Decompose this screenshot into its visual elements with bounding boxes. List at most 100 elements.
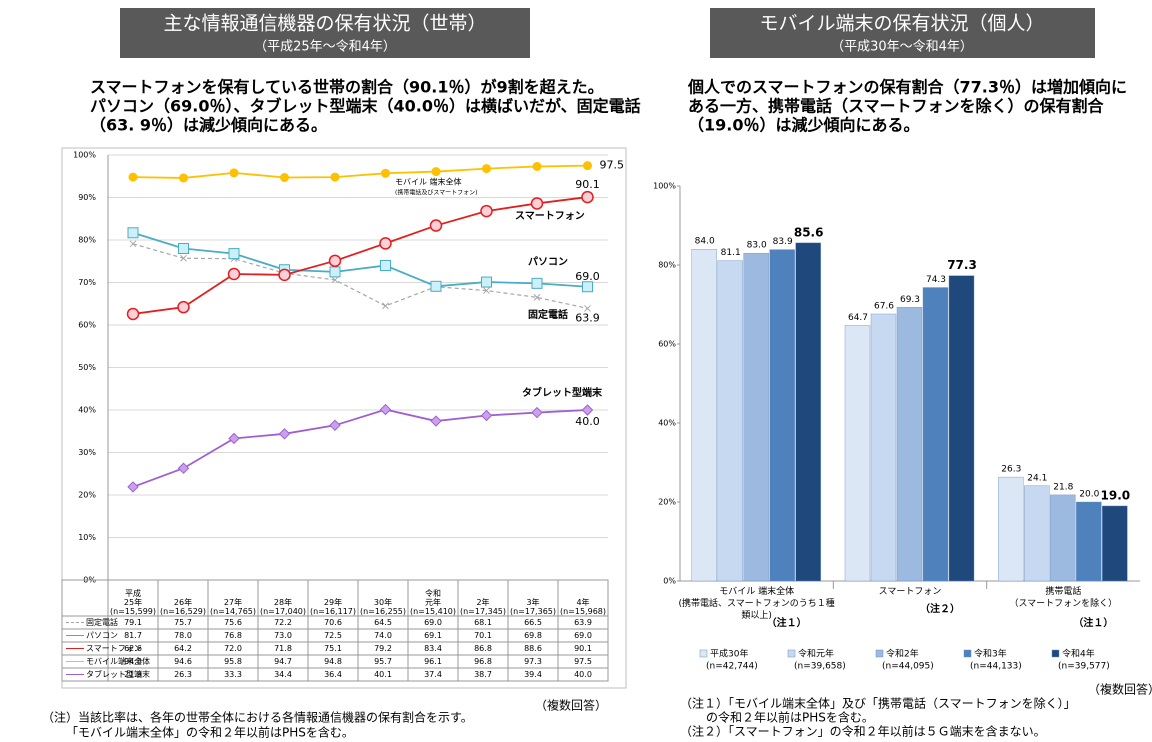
marker (583, 161, 592, 171)
chart-frame (61, 147, 627, 689)
bar (948, 275, 975, 582)
marker (582, 281, 593, 293)
note: （複数回答） (1088, 682, 1152, 697)
table-cell: 88.6 (524, 644, 542, 653)
legend-label: 令和2年 (886, 648, 919, 660)
summary-line: ある一方、携帯電話（スマートフォンを除く）の保有割合 (688, 97, 1105, 116)
value-label: 19.0 (1101, 488, 1131, 502)
y-tick-label: 20% (658, 498, 676, 507)
note: （複数回答） (535, 698, 607, 713)
table-cell: 72.5 (324, 631, 342, 640)
marker (177, 462, 190, 474)
legend-label: 平成30年 (710, 648, 748, 660)
y-tick-label: 40% (658, 419, 676, 428)
bar (1076, 501, 1102, 582)
marker (180, 254, 187, 262)
y-tick-label: 100% (653, 182, 676, 191)
legend-n: (n=44,133) (970, 662, 1022, 672)
annotation: (携帯電話及びスマートフォン) (395, 189, 478, 197)
table-cell: 69.0 (574, 631, 592, 640)
table-cell: 70.6 (324, 618, 342, 627)
marker (379, 403, 392, 416)
marker (382, 302, 389, 310)
footnote: （注２）「スマートフォン」の令和２年以前は５Ｇ端末を含まない。 (680, 724, 1046, 739)
footnote: 「モバイル端末全体」の令和２年以前はPHSを含む。 (66, 725, 354, 740)
legend-swatch (787, 649, 796, 658)
table-cell: 97.3 (524, 657, 542, 666)
category-line: 27年 (224, 597, 242, 607)
legend-swatch (963, 649, 972, 658)
bar (1050, 494, 1076, 582)
marker (581, 404, 594, 416)
table-cell: 78.0 (174, 631, 192, 640)
marker (429, 219, 443, 232)
footnote: （注１）「モバイル端末全体」及び「携帯電話（スマートフォンを除く）」 (680, 696, 1076, 711)
marker (126, 307, 140, 321)
table-cell: 62.6 (124, 644, 142, 653)
legend-label: パソコン (86, 631, 118, 640)
table-cell: 26.3 (174, 670, 192, 679)
marker (228, 248, 240, 260)
category-line: 28年 (274, 597, 292, 607)
summary-line: （63. 9％）は減少傾向にある。 (90, 116, 327, 135)
value-label: 83.0 (747, 241, 767, 251)
category-line: 2年 (476, 597, 489, 607)
legend-n: (n=39,658) (794, 662, 846, 672)
table-cell: 74.0 (374, 631, 392, 640)
marker (531, 277, 543, 289)
category-line: (n=15,968) (560, 607, 606, 616)
marker (329, 419, 341, 432)
marker (127, 227, 139, 239)
marker (584, 305, 591, 312)
category-line: 29年 (324, 597, 342, 607)
chart-subtitle: （平成30年～令和4年） (831, 40, 973, 55)
series-line (132, 408, 588, 488)
category-line: 25年 (124, 597, 142, 607)
marker (531, 406, 543, 419)
category-line: 3年 (526, 597, 539, 607)
marker (431, 167, 441, 177)
summary-line: 個人でのスマートフォンの保有割合（77.3％）は増加傾向に (687, 78, 1127, 97)
table-cell: 38.7 (474, 670, 492, 679)
y-tick-label: 80% (78, 236, 96, 245)
legend-label: モバイル端末全体 (86, 656, 150, 666)
series-line (132, 164, 588, 179)
category-line: (n=17,345) (460, 607, 506, 616)
legend-label: 固定電話 (86, 617, 118, 627)
table-cell: 69.1 (424, 631, 442, 640)
y-tick-label: 40% (78, 406, 96, 415)
bar (795, 242, 821, 582)
value-label: 67.6 (874, 301, 894, 311)
legend-label: 令和3年 (974, 648, 1007, 660)
value-label: 20.0 (1079, 490, 1099, 500)
bar (870, 313, 897, 582)
bar (922, 287, 949, 582)
marker (533, 294, 541, 301)
value-label: 84.0 (695, 237, 715, 247)
y-tick-label: 100% (73, 151, 96, 160)
table-cell: 69.0 (424, 618, 442, 627)
footnote: （注）当該比率は、各年の世帯全体における各情報通信機器の保有割合を示す。 (42, 710, 473, 725)
marker (381, 168, 390, 178)
end-label: 40.0 (575, 415, 600, 428)
end-label: 63.9 (575, 311, 600, 324)
category-label: モバイル 端末全体(携帯電話、スマートフォンのうち１種類以上) (679, 585, 835, 621)
bar (896, 307, 923, 582)
chart-subtitle: （平成25年～令和4年） (254, 40, 396, 55)
y-tick-label: 60% (78, 321, 96, 330)
category-line: (n=16,255) (360, 607, 406, 616)
legend-swatch (875, 649, 884, 658)
table-cell: 73.0 (274, 631, 292, 640)
table-cell: 66.5 (524, 618, 542, 627)
annotation: タブレット型端末 (522, 386, 603, 399)
category-line: (n=15,410) (410, 607, 456, 616)
category-line: 26年 (174, 597, 192, 607)
summary-line: スマートフォンを保有している世帯の割合（90.1％）が9割を超えた。 (90, 78, 604, 97)
summary-line: パソコン（69.0％）、タブレット型端末（40.0％）は横ばいだが、固定電話 (90, 97, 641, 116)
category-line: スマートフォン (879, 587, 942, 597)
end-label: 90.1 (575, 178, 600, 191)
bar (844, 325, 871, 582)
category-line: 4年 (576, 597, 589, 607)
marker (228, 432, 240, 445)
